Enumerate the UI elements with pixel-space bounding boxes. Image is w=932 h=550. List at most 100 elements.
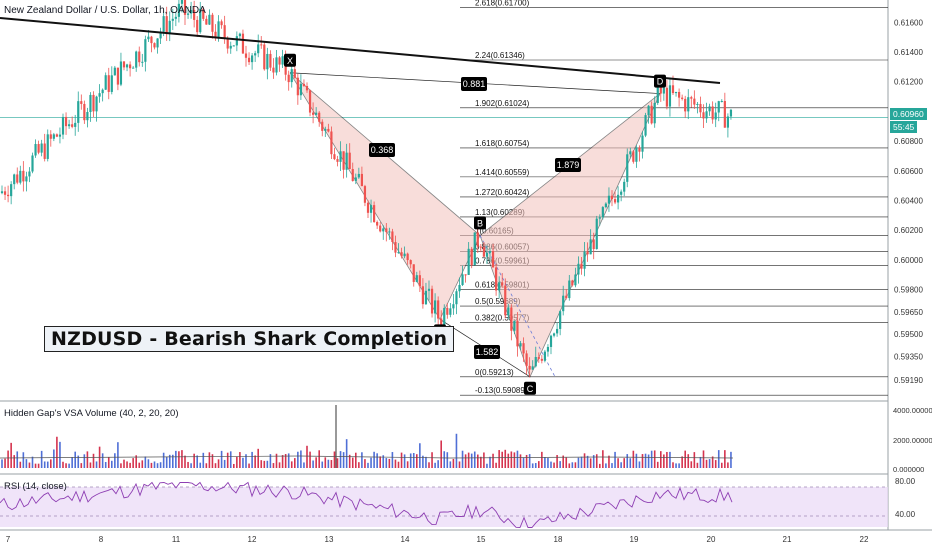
x-tick: 8 bbox=[99, 535, 104, 544]
volume-bar bbox=[300, 450, 302, 468]
candle-body bbox=[421, 286, 424, 305]
candle-body bbox=[241, 33, 245, 54]
candle-body bbox=[559, 311, 562, 329]
chart-title: New Zealand Dollar / U.S. Dollar, 1h, OA… bbox=[4, 5, 206, 16]
volume-bar bbox=[638, 461, 641, 468]
candle-body bbox=[589, 239, 592, 255]
candle-body bbox=[437, 300, 440, 319]
candle-body bbox=[534, 357, 537, 367]
candle-body bbox=[699, 103, 702, 113]
candle-body bbox=[507, 307, 510, 316]
candle-body bbox=[613, 199, 617, 203]
candle-body bbox=[251, 55, 254, 63]
candle-body bbox=[196, 19, 199, 33]
volume-bar bbox=[318, 450, 320, 468]
volume-bar bbox=[92, 453, 95, 468]
grid bbox=[0, 0, 932, 531]
volume-bar bbox=[28, 462, 31, 468]
candle-body bbox=[49, 134, 52, 139]
candle-body bbox=[430, 288, 434, 314]
rsi-tick: 80.00 bbox=[895, 477, 916, 486]
candle-body bbox=[214, 31, 217, 38]
volume-bar bbox=[324, 457, 327, 468]
volume-bar bbox=[50, 459, 52, 468]
volume-bar bbox=[556, 455, 558, 468]
x-tick: 11 bbox=[172, 535, 181, 544]
candle-body bbox=[159, 31, 162, 39]
volume-bar bbox=[434, 462, 436, 468]
candle-body bbox=[129, 64, 132, 69]
volume-bar bbox=[172, 454, 174, 468]
volume-bar bbox=[379, 456, 381, 468]
volume-bar bbox=[333, 451, 336, 468]
candle-body bbox=[339, 151, 342, 162]
volume-bar bbox=[315, 457, 317, 468]
volume-bar bbox=[730, 451, 732, 468]
price-tick: 0.61400 bbox=[894, 48, 923, 57]
candle-body bbox=[693, 98, 696, 105]
volume-bar bbox=[370, 457, 372, 468]
candle-body bbox=[424, 290, 428, 305]
candle-body bbox=[458, 284, 461, 292]
candle-body bbox=[28, 171, 31, 177]
price-tick: 0.59800 bbox=[894, 286, 923, 295]
candle-body bbox=[406, 253, 409, 261]
candle-body bbox=[19, 170, 22, 183]
candle-body bbox=[71, 124, 74, 127]
volume-bar bbox=[175, 450, 177, 468]
candle-body bbox=[552, 333, 556, 336]
candle-body bbox=[25, 176, 28, 182]
candle-body bbox=[510, 307, 513, 331]
volume-bar bbox=[577, 457, 580, 468]
candle-body bbox=[183, 0, 187, 15]
candle-body bbox=[296, 77, 299, 96]
candle-body bbox=[205, 18, 208, 25]
volume-bar bbox=[236, 456, 238, 468]
volume-bar bbox=[711, 456, 714, 468]
volume-bar bbox=[269, 454, 272, 468]
volume-bar bbox=[553, 462, 555, 468]
volume-bar bbox=[403, 454, 406, 468]
candle-body bbox=[235, 36, 238, 46]
volume-bar bbox=[724, 450, 726, 468]
volume-bar bbox=[568, 463, 571, 468]
candle-body bbox=[168, 20, 171, 35]
volume-bar bbox=[431, 452, 433, 468]
volume-bar bbox=[364, 459, 366, 468]
volume-bar bbox=[669, 451, 671, 468]
volume-bar bbox=[663, 454, 665, 468]
candle-body bbox=[540, 358, 543, 361]
candle-body bbox=[37, 144, 40, 153]
volume-bars bbox=[0, 405, 734, 468]
candle-body bbox=[308, 90, 312, 113]
candle-body bbox=[388, 231, 391, 233]
candle-body bbox=[345, 152, 348, 170]
volume-bar bbox=[394, 459, 397, 468]
price-tick: 0.59350 bbox=[894, 352, 923, 361]
candle-body bbox=[720, 100, 723, 102]
candle-body bbox=[385, 228, 388, 233]
volume-bar bbox=[107, 457, 110, 468]
candle-body bbox=[272, 67, 275, 73]
candle-body bbox=[549, 335, 553, 347]
volume-bar bbox=[31, 456, 34, 468]
volume-bar bbox=[647, 454, 650, 468]
x-tick: 13 bbox=[325, 535, 334, 544]
price-tick: 0.60800 bbox=[894, 137, 923, 146]
volume-bar bbox=[129, 462, 131, 468]
fib-label: 0.5(0.59689) bbox=[475, 297, 521, 306]
candle-body bbox=[690, 97, 693, 99]
candle-body bbox=[260, 44, 263, 46]
volume-bar bbox=[120, 463, 122, 468]
volume-bar bbox=[422, 455, 424, 468]
volume-bar bbox=[104, 462, 107, 468]
candle-body bbox=[455, 291, 458, 305]
candle-body bbox=[46, 134, 49, 159]
candle-body bbox=[464, 274, 467, 276]
candle-body bbox=[671, 85, 675, 94]
volume-bar bbox=[132, 458, 134, 468]
fib-label: 1.902(0.61024) bbox=[475, 99, 530, 108]
volume-bar bbox=[214, 463, 217, 468]
candle-body bbox=[565, 295, 568, 299]
candle-body bbox=[644, 115, 647, 136]
